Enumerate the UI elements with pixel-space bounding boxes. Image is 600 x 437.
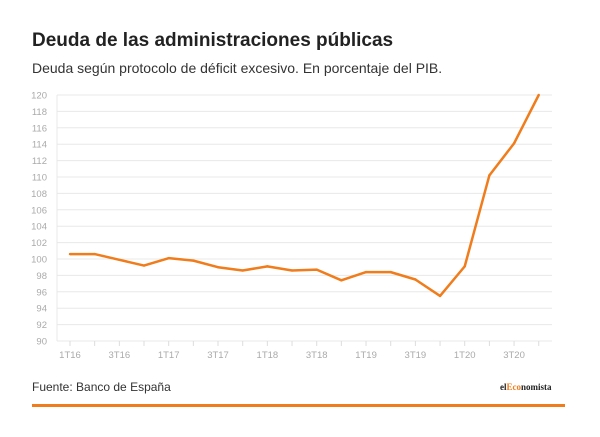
source-note: Fuente: Banco de España (32, 380, 171, 394)
chart-subtitle: Deuda según protocolo de déficit excesiv… (32, 60, 443, 76)
x-tick-label: 3T18 (306, 350, 328, 361)
data-point (142, 264, 146, 267)
data-point (488, 174, 491, 177)
y-tick-label: 94 (36, 304, 47, 315)
data-point (192, 259, 195, 262)
data-point (438, 294, 442, 298)
y-tick-label: 108 (31, 189, 47, 200)
y-tick-label: 120 (31, 91, 47, 102)
x-tick-label: 1T20 (454, 350, 476, 361)
y-tick-label: 98 (36, 271, 47, 282)
y-tick-label: 114 (32, 140, 47, 151)
data-point (216, 266, 220, 269)
x-tick-label: 3T16 (109, 350, 131, 361)
publisher-logo: elEconomista (500, 382, 552, 392)
x-tick-label: 1T19 (355, 350, 377, 361)
series-line (70, 94, 540, 298)
y-tick-label: 102 (31, 238, 47, 249)
data-point (290, 269, 294, 272)
footer-rule (32, 404, 565, 407)
x-tick-label: 3T17 (207, 350, 229, 361)
data-point (93, 252, 96, 256)
data-point (512, 142, 516, 145)
logo-part: el (500, 382, 507, 392)
y-tick-label: 116 (32, 123, 47, 134)
data-point (389, 270, 392, 274)
y-tick-label: 92 (36, 320, 47, 331)
x-tick-label: 3T20 (503, 350, 525, 361)
data-point (414, 278, 417, 281)
y-tick-label: 90 (36, 337, 47, 348)
data-point (241, 269, 244, 272)
data-point (364, 270, 368, 274)
y-tick-label: 118 (32, 107, 47, 118)
x-tick-label: 3T19 (405, 350, 427, 361)
data-point (315, 268, 318, 271)
data-point (463, 265, 466, 268)
data-point (266, 265, 269, 268)
y-tick-label: 100 (31, 255, 47, 266)
y-tick-label: 104 (31, 222, 47, 233)
data-point (68, 252, 72, 256)
y-tick-label: 112 (32, 156, 47, 167)
y-tick-label: 110 (32, 173, 47, 184)
chart-title: Deuda de las administraciones públicas (32, 30, 394, 51)
data-point (537, 93, 540, 97)
logo-part: nomista (521, 382, 552, 392)
data-point (167, 256, 170, 260)
y-tick-label: 96 (36, 287, 47, 298)
data-point (118, 258, 121, 262)
x-tick-label: 1T17 (158, 350, 180, 361)
logo-part: Eco (506, 382, 522, 392)
data-point (340, 279, 343, 282)
x-tick-label: 1T18 (257, 350, 279, 361)
x-tick-label: 1T16 (59, 350, 81, 361)
y-tick-label: 106 (31, 205, 47, 216)
